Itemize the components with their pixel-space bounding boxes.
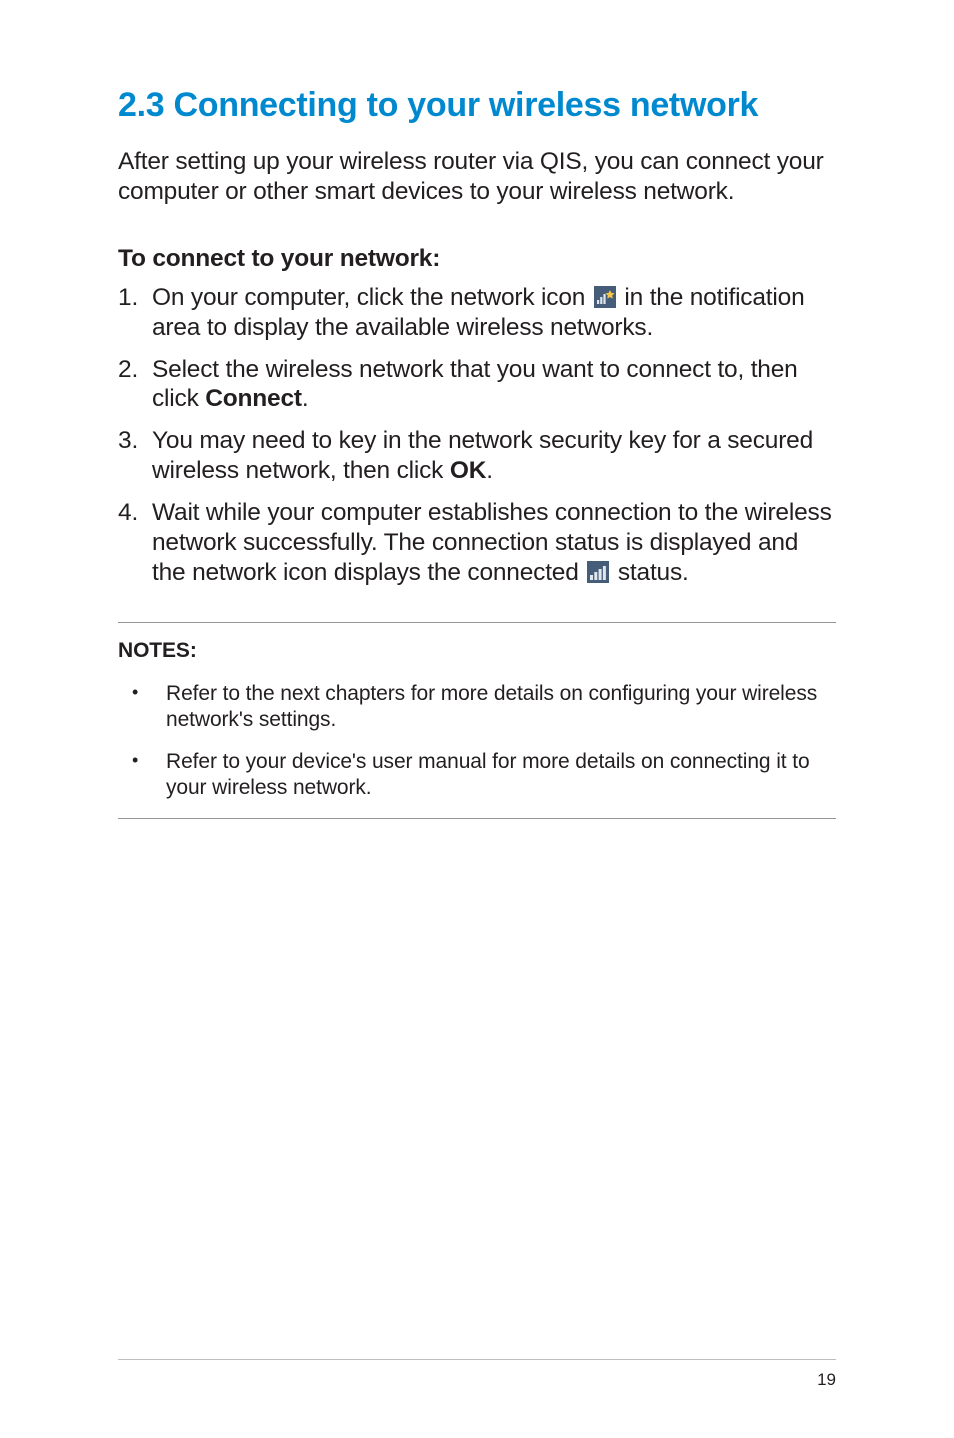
network-connected-icon [587, 561, 609, 583]
steps-list: On your computer, click the network icon… [118, 283, 836, 588]
notes-heading: NOTES: [118, 639, 836, 663]
page-number: 19 [817, 1370, 836, 1390]
step-4-text-a: Wait while your computer establishes con… [152, 499, 832, 586]
step-1-text-a: On your computer, click the network icon [152, 284, 592, 311]
note-1: Refer to the next chapters for more deta… [118, 681, 836, 734]
subhead: To connect to your network: [118, 245, 836, 273]
footer-rule [118, 1359, 836, 1360]
step-2: Select the wireless network that you wan… [118, 355, 836, 415]
step-3: You may need to key in the network secur… [118, 426, 836, 486]
notes-list: Refer to the next chapters for more deta… [118, 681, 836, 802]
step-2-bold: Connect [205, 385, 302, 412]
section-title: 2.3 Connecting to your wireless network [118, 86, 836, 125]
step-3-text-b: . [486, 457, 493, 484]
step-2-text-b: . [302, 385, 309, 412]
notes-bottom-rule [118, 818, 836, 819]
note-2: Refer to your device's user manual for m… [118, 749, 836, 802]
step-4: Wait while your computer establishes con… [118, 498, 836, 588]
step-1: On your computer, click the network icon… [118, 283, 836, 343]
step-3-bold: OK [450, 457, 486, 484]
step-4-text-b: status. [611, 559, 688, 586]
notes-top-rule [118, 622, 836, 623]
intro-paragraph: After setting up your wireless router vi… [118, 147, 836, 207]
network-notification-icon [594, 286, 616, 308]
